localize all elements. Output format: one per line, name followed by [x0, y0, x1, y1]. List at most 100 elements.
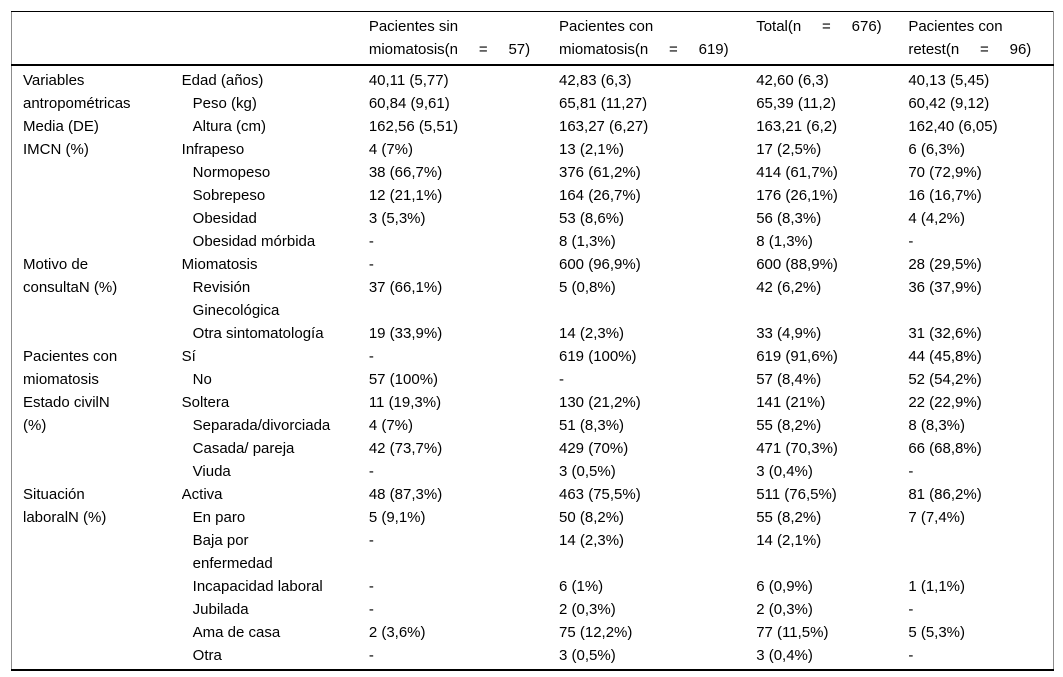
row-label: Baja por enfermedad [192, 532, 273, 572]
cell-sin: - [368, 601, 374, 618]
table-row: Obesidad 3 (5,3%) 53 (8,6%) 56 (8,3%) 4 … [12, 207, 1054, 230]
cell-sin: 19 (33,9%) [368, 325, 443, 342]
cell-retest: - [908, 463, 914, 480]
table-row: Ama de casa 2 (3,6%) 75 (12,2%) 77 (11,5… [12, 621, 1054, 644]
cell-sin: - [368, 348, 374, 365]
cell-sin: 38 (66,7%) [368, 164, 443, 181]
cell-sin: 5 (9,1%) [368, 509, 426, 526]
cell-total: 176 (26,1%) [756, 187, 838, 204]
cell-retest: 60,42 (9,12) [908, 95, 990, 112]
cell-total: 8 (1,3%) [756, 233, 813, 250]
cell-con: 376 (61,2%) [559, 164, 641, 181]
cell-sin: 57 (100%) [368, 371, 439, 388]
cell-total: 619 (91,6%) [756, 348, 838, 365]
cell-total: 33 (4,9%) [756, 325, 822, 342]
cell-sin: 60,84 (9,61) [368, 95, 450, 112]
cell-retest: 52 (54,2%) [908, 371, 982, 388]
row-label: Jubilada [192, 601, 249, 618]
header-sin-miomatosis: Pacientes sin miomatosis(n = 57) [368, 11, 559, 66]
cell-total: 471 (70,3%) [756, 440, 838, 457]
group-label: Situación laboralN (%) [23, 486, 107, 526]
table-row: Incapacidad laboral - 6 (1%) 6 (0,9%) 1 … [12, 575, 1054, 598]
row-label: Activa [181, 486, 223, 503]
row-label: Otra [192, 647, 222, 664]
header-variable-col [181, 11, 369, 66]
group-label: Pacientes con miomatosis [23, 348, 118, 388]
cell-retest: 162,40 (6,05) [908, 118, 998, 135]
table-row: Estado civilN (%) Soltera 11 (19,3%) 130… [12, 391, 1054, 434]
cell-sin: 162,56 (5,51) [368, 118, 459, 135]
row-label: Obesidad mórbida [192, 233, 316, 250]
row-label: Normopeso [192, 164, 271, 181]
row-label: Edad (años) [181, 72, 264, 89]
table-row: Normopeso 38 (66,7%) 376 (61,2%) 414 (61… [12, 161, 1054, 184]
cell-con: 14 (2,3%) [559, 532, 625, 549]
cell-total: 141 (21%) [756, 394, 826, 411]
cell-sin: - [368, 578, 374, 595]
cell-total: 56 (8,3%) [756, 210, 822, 227]
table-row: Motivo de consultaN (%) Miomatosis - 600… [12, 253, 1054, 296]
row-label: Incapacidad laboral [192, 578, 323, 595]
cell-con: 53 (8,6%) [559, 210, 625, 227]
cell-retest: 36 (37,9%) [908, 279, 982, 296]
cell-sin: 48 (87,3%) [368, 486, 443, 503]
cell-con: 2 (0,3%) [559, 601, 616, 618]
cell-sin: 12 (21,1%) [368, 187, 443, 204]
cell-total: 163,21 (6,2) [756, 118, 838, 135]
cell-sin: - [368, 532, 374, 549]
row-label: Sobrepeso [192, 187, 266, 204]
group-label: Variables antropométricas Media (DE) [23, 72, 131, 135]
table-row: Situación laboralN (%) Activa 48 (87,3%)… [12, 483, 1054, 526]
patient-characteristics-table: Pacientes sin miomatosis(n = 57) Pacient… [11, 11, 1054, 671]
cell-con: 42,83 (6,3) [559, 72, 632, 89]
cell-con: 6 (1%) [559, 578, 604, 595]
cell-total: 6 (0,9%) [756, 578, 813, 595]
table-row: Sobrepeso 12 (21,1%) 164 (26,7%) 176 (26… [12, 184, 1054, 207]
group-label: IMCN (%) [23, 141, 89, 158]
row-label: Separada/divorciada [192, 417, 331, 434]
cell-con: 51 (8,3%) [559, 417, 625, 434]
table-row: Revisión Ginecológica 37 (66,1%) 5 (0,8%… [12, 276, 1054, 322]
table-row: Casada/ pareja 42 (73,7%) 429 (70%) 471 … [12, 437, 1054, 460]
table-row: Variables antropométricas Media (DE) Eda… [12, 65, 1054, 135]
table-row: Baja por enfermedad - 14 (2,3%) 14 (2,1%… [12, 529, 1054, 575]
cell-total: 511 (76,5%) [756, 486, 837, 503]
cell-sin: 3 (5,3%) [368, 210, 426, 227]
cell-retest: 6 (6,3%) [908, 141, 966, 158]
cell-con: 65,81 (11,27) [559, 95, 648, 112]
cell-retest: 28 (29,5%) [908, 256, 982, 273]
cell-retest: 4 (4,2%) [908, 210, 966, 227]
cell-retest: 66 (68,8%) [908, 440, 982, 457]
cell-total: 65,39 (11,2) [756, 95, 836, 112]
cell-sin: 2 (3,6%) [368, 624, 426, 641]
row-label: En paro [192, 509, 246, 526]
table-row: Otra - 3 (0,5%) 3 (0,4%) - [12, 644, 1054, 670]
cell-retest: 81 (86,2%) [908, 486, 982, 503]
cell-sin: 37 (66,1%) [368, 279, 443, 296]
row-label: Obesidad [192, 210, 257, 227]
table-row: Obesidad mórbida - 8 (1,3%) 8 (1,3%) - [12, 230, 1054, 253]
row-label: Peso (kg) [192, 95, 257, 112]
header-group-col [11, 11, 182, 66]
table-row: No 57 (100%) - 57 (8,4%) 52 (54,2%) [12, 368, 1054, 391]
cell-con: - [559, 371, 564, 388]
header-retest: Pacientes con retest(n = 96) [908, 11, 1054, 66]
cell-total: 2 (0,3%) [756, 601, 813, 618]
cell-retest: 7 (7,4%) [908, 509, 966, 526]
row-label: Viuda [192, 463, 231, 480]
table-row: Pacientes con miomatosis Sí - 619 (100%)… [12, 345, 1054, 388]
cell-con: 163,27 (6,27) [559, 118, 649, 135]
cell-retest: - [908, 647, 914, 664]
cell-retest: 1 (1,1%) [908, 578, 966, 595]
cell-total: 55 (8,2%) [756, 417, 822, 434]
cell-retest [908, 529, 1053, 575]
cell-con: 164 (26,7%) [559, 187, 641, 204]
cell-retest: 40,13 (5,45) [908, 72, 990, 89]
cell-con: 619 (100%) [559, 348, 637, 365]
table-row: Altura (cm) 162,56 (5,51) 163,27 (6,27) … [12, 115, 1054, 138]
cell-con: 8 (1,3%) [559, 233, 616, 250]
cell-sin: 11 (19,3%) [368, 394, 442, 411]
table-row: Peso (kg) 60,84 (9,61) 65,81 (11,27) 65,… [12, 92, 1054, 115]
cell-sin: 42 (73,7%) [368, 440, 443, 457]
cell-sin: 4 (7%) [368, 141, 414, 158]
